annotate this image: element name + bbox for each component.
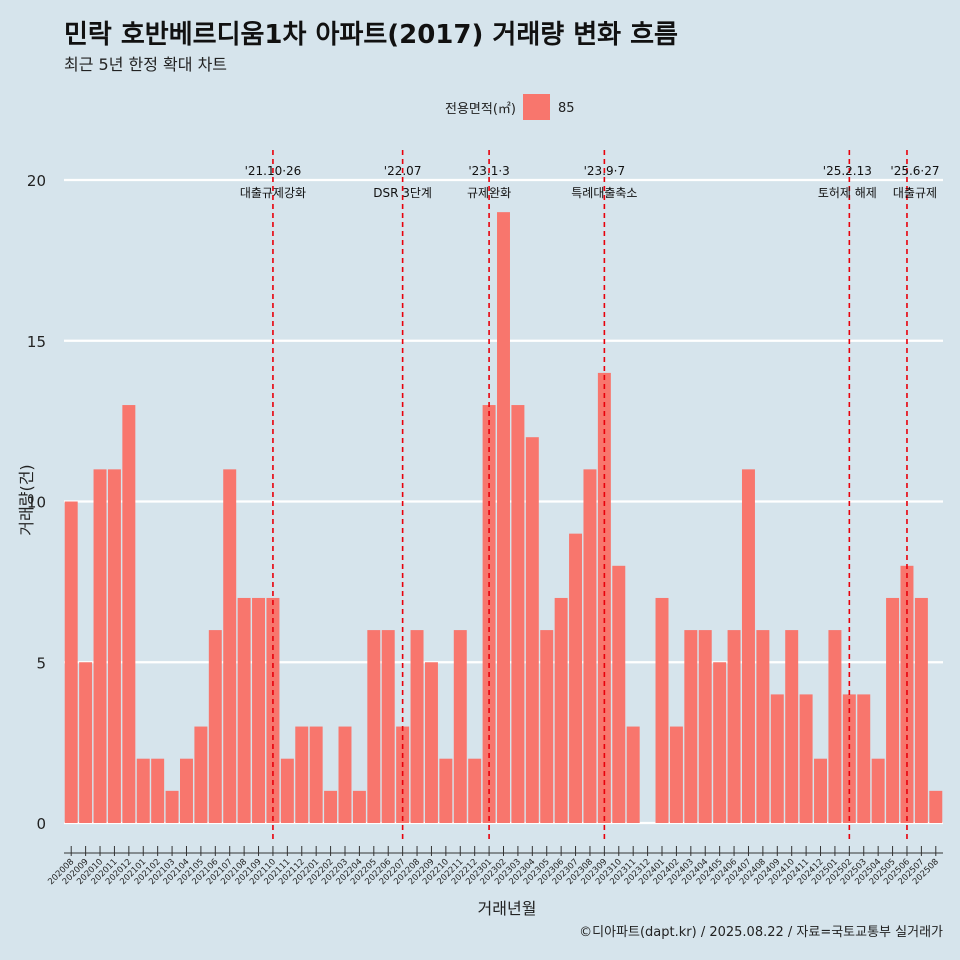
bar: [554, 597, 568, 823]
bars: [64, 212, 943, 823]
bar: [93, 469, 107, 823]
bar: [410, 630, 424, 823]
event-label: 특례대출축소: [571, 186, 637, 200]
bar: [497, 212, 510, 823]
bar: [424, 662, 438, 823]
bar: [223, 469, 237, 823]
bar: [381, 630, 395, 823]
y-tick-label: 15: [27, 333, 46, 351]
event-label: DSR 3단계: [373, 186, 432, 200]
bar: [453, 630, 467, 823]
legend-title: 전용면적(㎡): [445, 102, 516, 117]
event-label: 대출규제강화: [240, 186, 306, 200]
y-tick-label: 10: [27, 494, 46, 512]
x-axis: 2020082020092020102020112020122021012021…: [46, 846, 943, 887]
bar: [237, 597, 251, 823]
bar: [713, 662, 727, 823]
caption: ©디아파트(dapt.kr) / 2025.08.22 / 자료=국토교통부 실…: [579, 925, 943, 940]
bar: [367, 630, 381, 823]
bar: [194, 726, 208, 823]
bar: [295, 726, 309, 823]
bar: [179, 758, 193, 823]
bar: [842, 694, 856, 823]
bar: [511, 405, 525, 823]
bar: [79, 662, 93, 823]
chart-title: 민락 호반베르디움1차 아파트(2017) 거래량 변화 흐름: [64, 20, 678, 50]
bar: [785, 630, 799, 823]
bar: [583, 469, 597, 823]
bar: [280, 758, 294, 823]
bar: [122, 405, 136, 823]
bar: [871, 758, 885, 823]
bar: [914, 597, 928, 823]
bar: [525, 437, 539, 823]
bar: [684, 630, 698, 823]
x-axis-title: 거래년월: [478, 899, 537, 918]
bar: [626, 726, 640, 823]
event-date: '25.2.13: [823, 164, 872, 178]
bar: [338, 726, 352, 823]
bar: [309, 726, 323, 823]
bar: [324, 790, 338, 823]
event-label: 대출규제: [893, 186, 937, 200]
bar: [165, 790, 179, 823]
bar: [136, 758, 150, 823]
bar: [770, 694, 784, 823]
bar: [929, 790, 943, 823]
event-date: '23.9·7: [584, 164, 625, 178]
y-tick-label: 20: [27, 172, 46, 190]
event-date: '22.07: [384, 164, 422, 178]
bar: [64, 501, 78, 823]
bar: [857, 694, 871, 823]
chart-subtitle: 최근 5년 한정 확대 차트: [64, 55, 227, 74]
bar: [886, 597, 900, 823]
bar: [799, 694, 813, 823]
y-axis: 0 5 10 15 20: [27, 172, 46, 833]
bar: [540, 630, 554, 823]
event-markers: '21.10·26 대출규제강화 '22.07 DSR 3단계 '23.1·3 규제완화 '…: [240, 150, 940, 843]
event-date: '23.1·3: [468, 164, 509, 178]
event-date: '25.6·27: [890, 164, 939, 178]
legend: 전용면적(㎡) 85: [445, 94, 575, 120]
bar: [252, 597, 266, 823]
event-label: 토허제 해제: [818, 186, 877, 200]
y-tick-label: 0: [36, 815, 46, 833]
bar: [208, 630, 222, 823]
bar: [814, 758, 828, 823]
y-tick-label: 5: [36, 654, 46, 672]
y-axis-title: 거래량(건): [17, 464, 36, 535]
bar: [597, 372, 611, 823]
event-date: '21.10·26: [245, 164, 302, 178]
bar: [828, 630, 842, 823]
legend-label: 85: [558, 101, 575, 116]
bar: [151, 758, 165, 823]
bar: [482, 405, 496, 823]
bar: [741, 469, 755, 823]
event-label: 규제완화: [467, 186, 511, 200]
bar: [727, 630, 741, 823]
bar: [107, 469, 121, 823]
bar: [612, 565, 626, 823]
bar: [439, 758, 453, 823]
bar: [352, 790, 366, 823]
bar: [655, 597, 669, 823]
bar: [669, 726, 683, 823]
bar: [698, 630, 712, 823]
bar: [468, 758, 482, 823]
bar: [756, 630, 770, 823]
legend-swatch: [523, 94, 550, 120]
bar: [569, 533, 583, 823]
